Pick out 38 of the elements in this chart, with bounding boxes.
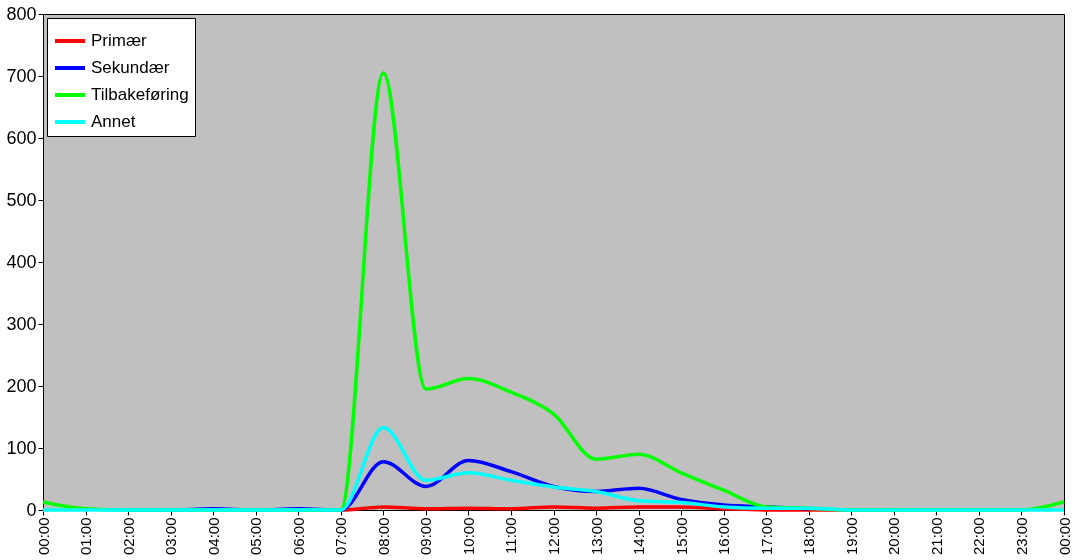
x-tick-label: 17:00 (757, 517, 775, 556)
legend-label: Annet (91, 112, 136, 131)
x-tick-label: 10:00 (459, 517, 477, 556)
y-tick-label: 500 (6, 189, 37, 210)
x-tick-label: 00:00 (34, 517, 52, 556)
x-tick-label: 00:00 (1055, 517, 1073, 556)
x-tick-label: 11:00 (502, 517, 520, 554)
y-tick-label: 700 (6, 65, 37, 86)
x-tick-label: 09:00 (417, 517, 435, 556)
x-tick-label: 13:00 (587, 517, 605, 556)
x-tick-label: 06:00 (289, 517, 307, 556)
x-tick-label: 07:00 (332, 517, 350, 556)
x-tick-label: 19:00 (842, 517, 860, 556)
x-tick-label: 23:00 (1012, 517, 1030, 556)
x-tick-label: 08:00 (374, 517, 392, 556)
legend-label: Sekundær (91, 58, 170, 77)
y-tick-label: 300 (6, 313, 37, 334)
y-tick-label: 200 (6, 375, 37, 396)
y-tick-label: 800 (6, 3, 37, 24)
y-tick-label: 0 (26, 499, 37, 520)
x-tick-label: 12:00 (545, 517, 562, 556)
x-tick-label: 01:00 (77, 517, 95, 556)
x-tick-label: 21:00 (927, 517, 945, 556)
x-tick-label: 14:00 (630, 517, 648, 556)
x-tick-label: 02:00 (119, 517, 137, 556)
x-tick-label: 16:00 (715, 517, 733, 556)
x-tick-label: 22:00 (970, 517, 988, 556)
y-tick-label: 400 (6, 251, 37, 272)
x-tick-label: 04:00 (204, 517, 222, 556)
x-tick-label: 15:00 (672, 517, 690, 556)
legend-label: Primær (91, 31, 148, 50)
x-tick-label: 20:00 (885, 517, 903, 556)
x-tick-label: 18:00 (800, 517, 818, 556)
legend-label: Tilbakeføring (91, 85, 189, 104)
y-tick-label: 100 (6, 437, 37, 458)
x-tick-label: 05:00 (247, 517, 265, 556)
x-tick-label: 03:00 (162, 517, 180, 556)
y-tick-label: 600 (6, 127, 37, 148)
